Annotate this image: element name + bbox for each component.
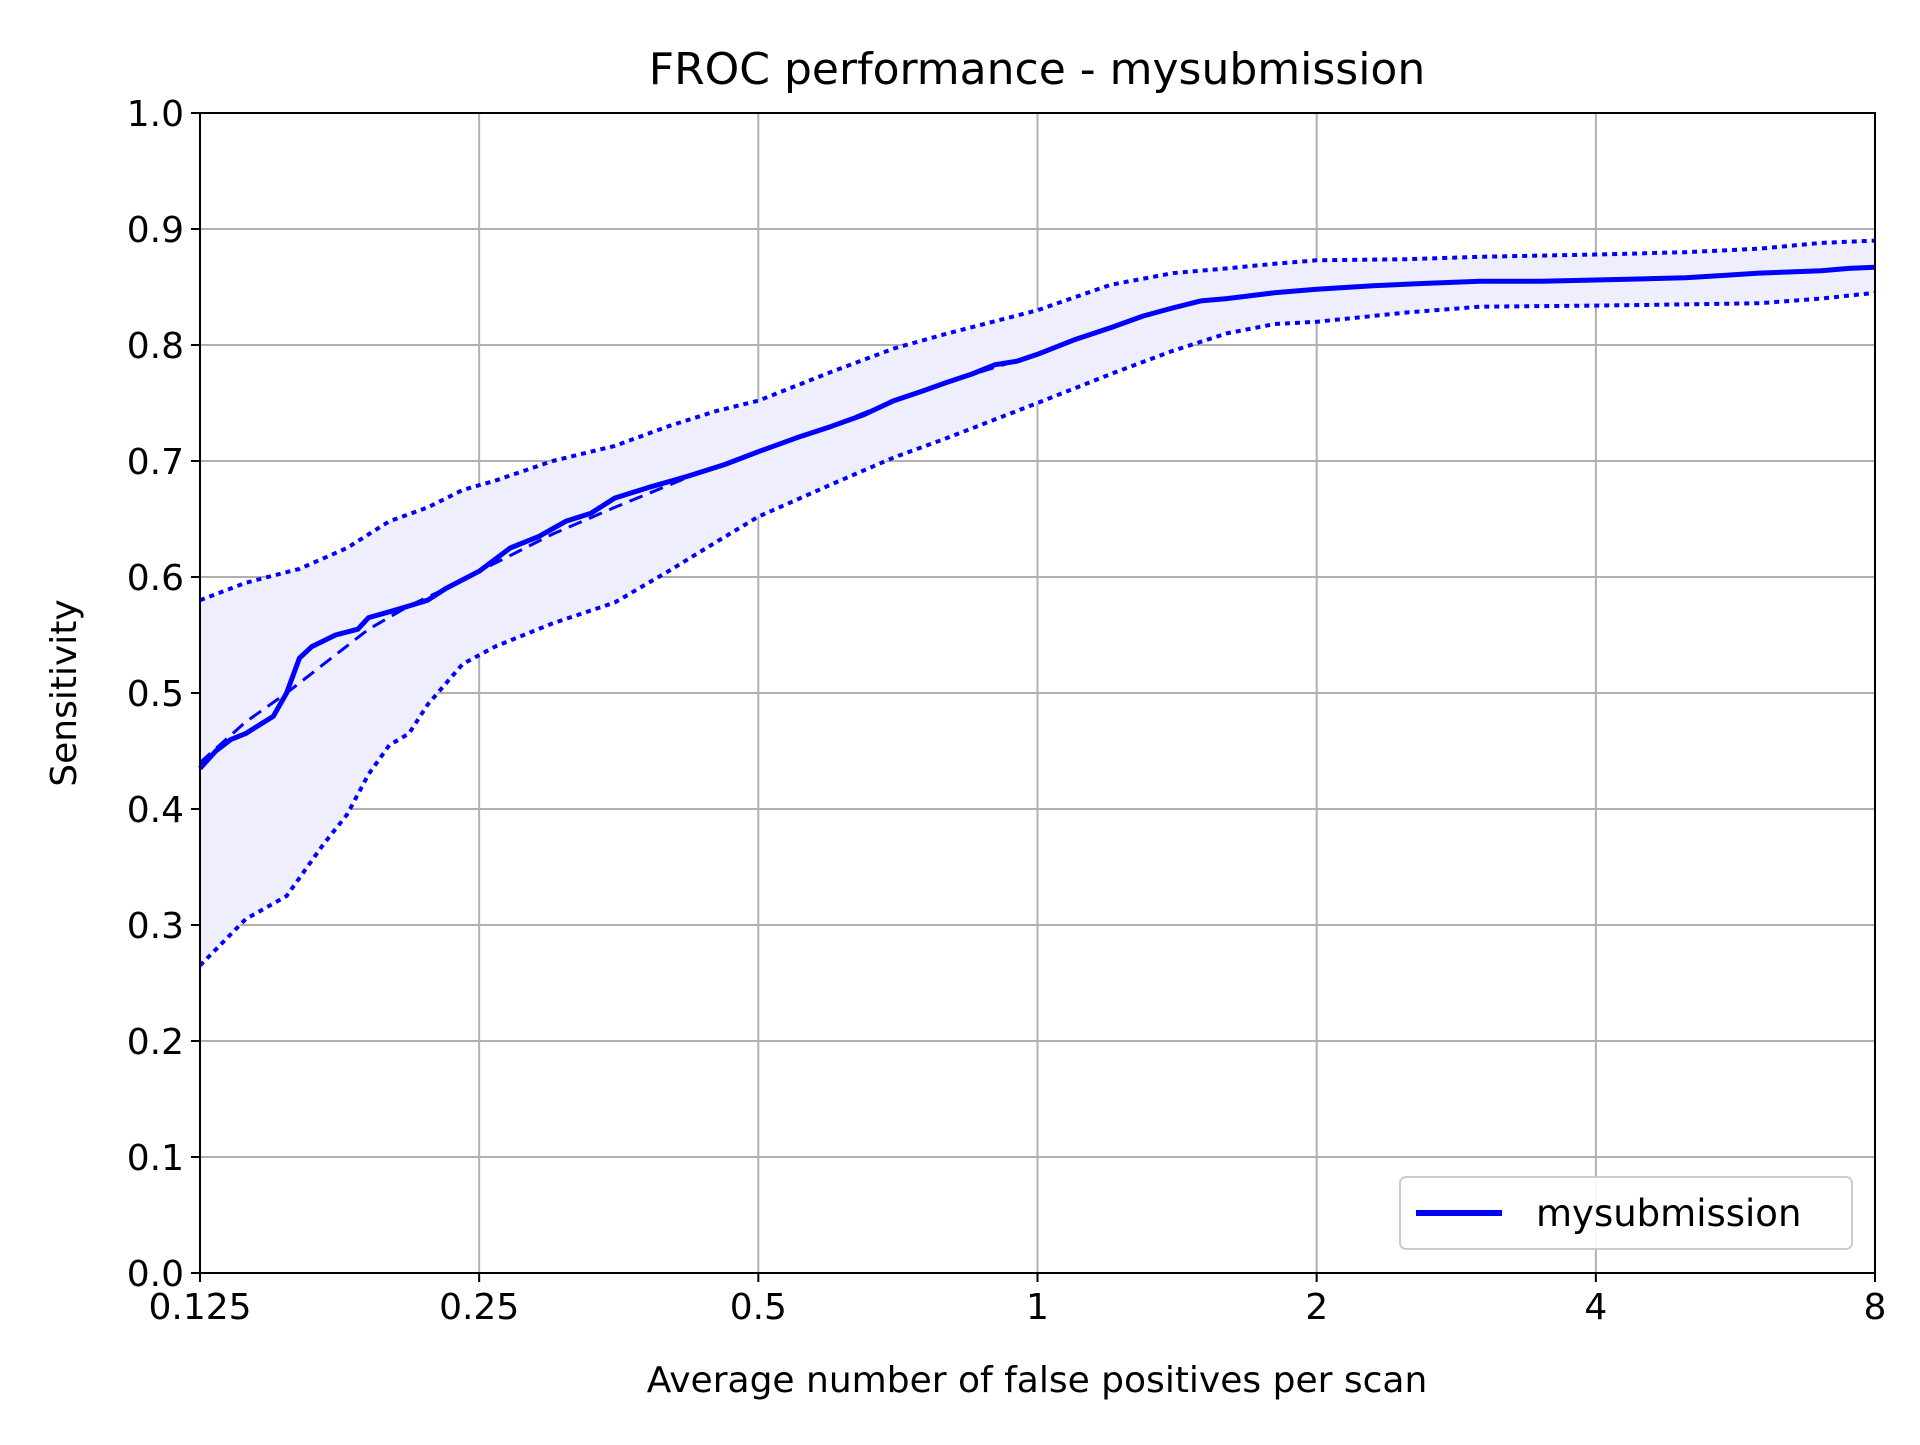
series-line-dashed	[199, 352, 1038, 764]
y-tick-label: 0.8	[127, 326, 184, 367]
legend-box	[1399, 1176, 1853, 1250]
x-tick-label: 0.25	[439, 1287, 519, 1328]
series-line-upper-bound	[199, 238, 1876, 603]
legend: mysubmission	[1399, 1176, 1853, 1250]
confidence-band	[200, 240, 1875, 966]
x-tick-label: 0.125	[148, 1287, 251, 1328]
x-axis-label: Average number of false positives per sc…	[647, 1360, 1428, 1401]
y-axis-label: Sensitivity	[44, 599, 85, 786]
x-tick-label: 8	[1864, 1287, 1887, 1328]
series-line-mysubmission	[198, 264, 1876, 771]
y-tick-label: 0.3	[127, 906, 184, 947]
axis-ticks: 0.125 0.25 0.5 1 2 4 8 0.0 0.1 0.2 0.3 0.4 0.5 0.6 0.7…	[127, 94, 1887, 1328]
series-lines	[198, 238, 1876, 968]
y-tick-label: 1.0	[127, 94, 184, 135]
y-tick-label: 0.6	[127, 558, 184, 599]
x-tick-label: 4	[1584, 1287, 1607, 1328]
y-tick-label: 0.2	[127, 1022, 184, 1063]
y-tick-label: 0.0	[127, 1254, 184, 1295]
x-tick-label: 0.5	[730, 1287, 787, 1328]
y-tick-label: 0.9	[127, 210, 184, 251]
y-tick-label: 0.4	[127, 790, 184, 831]
x-tick-label: 1	[1026, 1287, 1049, 1328]
y-tick-label: 0.1	[127, 1138, 184, 1179]
chart-title: FROC performance - mysubmission	[649, 44, 1425, 95]
series-line-lower-bound	[198, 290, 1876, 968]
x-tick-label: 2	[1305, 1287, 1328, 1328]
y-tick-label: 0.5	[127, 674, 184, 715]
legend-label-mysubmission: mysubmission	[1536, 1192, 1801, 1235]
y-tick-label: 0.7	[127, 442, 184, 483]
confidence-band-fill	[200, 240, 1875, 966]
